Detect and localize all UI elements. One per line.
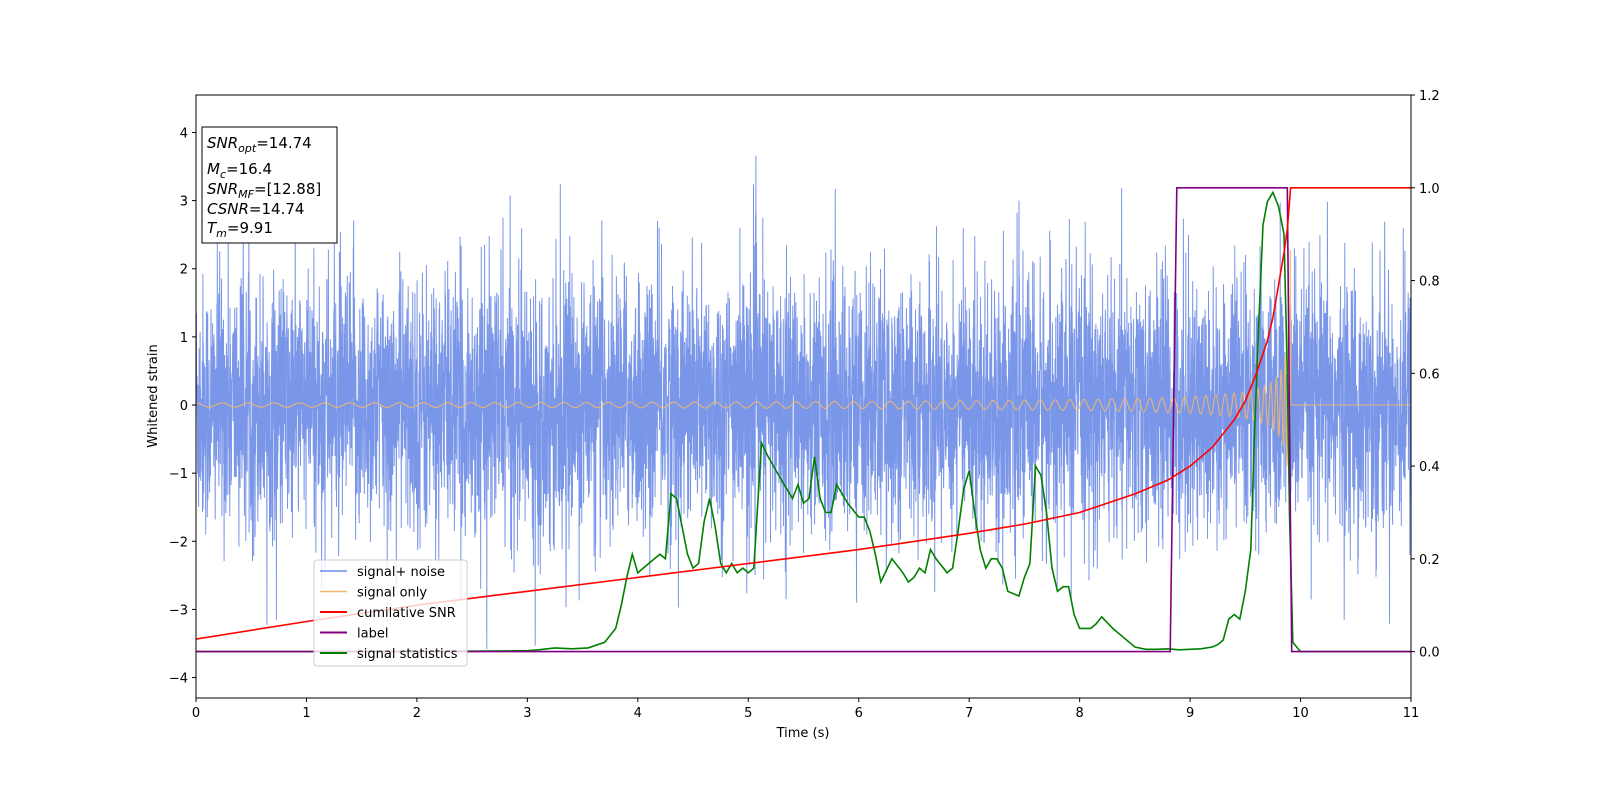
legend-label: signal statistics xyxy=(357,647,458,662)
series-label xyxy=(196,187,1411,653)
y-tick-label: 2 xyxy=(180,263,188,278)
annotation-line: SNRMF=[12.88] xyxy=(207,180,321,201)
legend: signal+ noise signal only cumilative SNR la… xyxy=(313,559,468,667)
series-cumulative-snr xyxy=(196,187,1411,640)
series-signal-noise xyxy=(196,155,1411,650)
x-tick-label: 7 xyxy=(965,706,973,721)
x-tick-label: 8 xyxy=(1075,706,1083,721)
stats-annotation-box: SNRopt=14.74 Mc=16.4SNRMF=[12.88]CSNR=14.… xyxy=(201,126,338,244)
y-axis-label: Whitened strain xyxy=(146,344,161,447)
y2-tick-label: 1.0 xyxy=(1419,182,1440,197)
y-tick-label: −4 xyxy=(169,672,188,687)
y2-tick-label: 0.6 xyxy=(1419,367,1440,382)
annotation-line: CSNR=14.74 xyxy=(207,200,304,218)
y-tick-label: 1 xyxy=(180,331,188,346)
y-tick-label: −3 xyxy=(169,603,188,618)
y-tick-label: 0 xyxy=(180,399,188,414)
x-tick-label: 10 xyxy=(1292,706,1309,721)
y2-tick-label: 0.8 xyxy=(1419,275,1440,290)
y-axis-left: −4 −3 −2 −1 0 1 2 3 4 xyxy=(169,126,196,687)
x-tick-label: 3 xyxy=(523,706,531,721)
series-signal-only xyxy=(196,250,1411,532)
y-tick-label: −2 xyxy=(169,535,188,550)
x-tick-label: 11 xyxy=(1403,706,1420,721)
legend-label: label xyxy=(357,627,388,642)
x-tick-label: 5 xyxy=(744,706,752,721)
legend-frame xyxy=(313,559,468,667)
annotation-line: SNRopt=14.74 xyxy=(207,134,312,155)
y2-tick-label: 0.0 xyxy=(1419,646,1440,661)
legend-label: signal only xyxy=(357,586,427,601)
x-tick-label: 0 xyxy=(192,706,200,721)
x-tick-label: 4 xyxy=(634,706,642,721)
plot-frame xyxy=(195,94,1412,699)
y2-tick-label: 1.2 xyxy=(1419,89,1440,104)
annotation-line: Tm=9.91 xyxy=(207,219,273,240)
x-axis: 0 1 2 3 4 5 6 7 8 9 10 11 xyxy=(192,698,1419,721)
y-tick-label: −1 xyxy=(169,467,188,482)
annotation-line: Mc=16.4 xyxy=(207,160,272,181)
y-tick-label: 3 xyxy=(180,195,188,210)
x-tick-label: 6 xyxy=(855,706,863,721)
annotation-frame xyxy=(201,126,338,244)
x-axis-label: Time (s) xyxy=(776,726,830,741)
legend-label: signal+ noise xyxy=(357,565,445,580)
series-layer xyxy=(196,155,1411,653)
x-tick-label: 9 xyxy=(1186,706,1194,721)
y2-tick-label: 0.4 xyxy=(1419,460,1440,475)
x-tick-label: 2 xyxy=(413,706,421,721)
legend-label: cumilative SNR xyxy=(357,606,456,621)
x-tick-label: 1 xyxy=(302,706,310,721)
y-axis-right: 0.0 0.2 0.4 0.6 0.8 1.0 1.2 xyxy=(1411,89,1440,661)
y-tick-label: 4 xyxy=(180,126,188,141)
series-signal-statistics xyxy=(196,190,1411,653)
y2-tick-label: 0.2 xyxy=(1419,553,1440,568)
